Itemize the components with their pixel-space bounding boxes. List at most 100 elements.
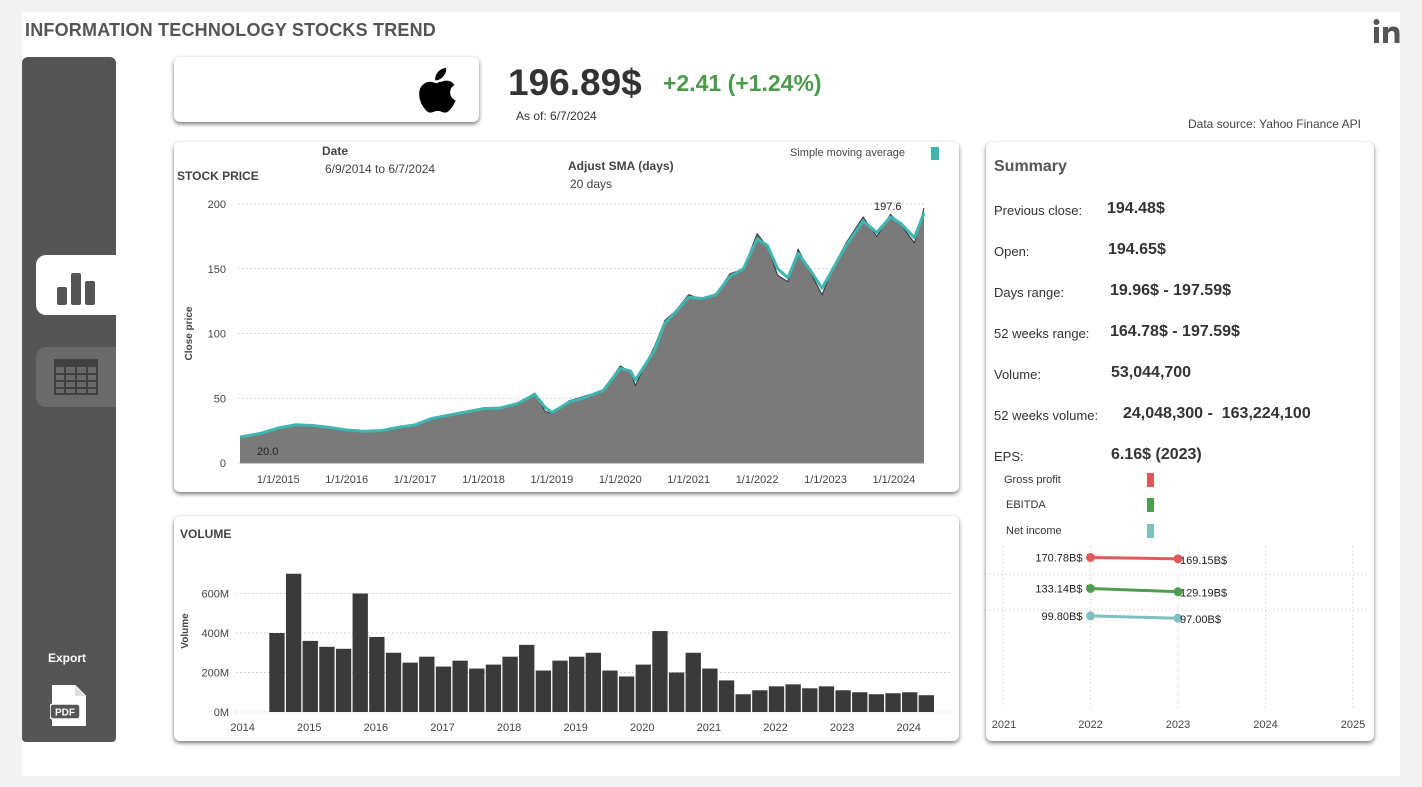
y-tick-label: 600M: [201, 589, 229, 601]
summary-label-52w-volume: 52 weeks volume:: [994, 408, 1099, 423]
legend-gross-profit-swatch: [1147, 473, 1154, 487]
volume-card: VOLUME 0M 200M 400M 600M Volume 2014 2015 2016 2…: [174, 516, 959, 741]
x-tick-label: 2021: [992, 719, 1016, 731]
x-tick-label: 2014: [230, 722, 254, 734]
summary-label-volume: Volume:: [994, 367, 1041, 382]
page-title: INFORMATION TECHNOLOGY STOCKS TREND: [25, 20, 437, 40]
stock-price-chart: 0 50 100 150 200 Close price 1/1/2015 1/1/2016 1…: [184, 199, 926, 486]
apple-icon: [419, 68, 456, 113]
volume-bar: [585, 652, 601, 712]
x-tick-label: 1/1/2017: [394, 474, 437, 486]
x-tick-label: 2022: [1078, 719, 1102, 731]
volume-bar: [352, 593, 368, 712]
sma-filter-value[interactable]: 20 days: [570, 177, 613, 191]
volume-bar: [435, 666, 452, 712]
close-price-area: [240, 208, 924, 463]
y-tick-label: 50: [214, 393, 226, 405]
summary-value-52w-volume: 24,048,300 - 163,224,100: [1123, 405, 1311, 422]
summary-value-open: 194.65$: [1108, 241, 1166, 258]
sma-filter-label: Adjust SMA (days): [568, 159, 674, 173]
max-price-annotation: 197.6: [874, 201, 902, 213]
y-tick-label: 0M: [214, 707, 229, 719]
data-label: 170.78B$: [1035, 552, 1082, 564]
volume-bar: [785, 684, 801, 712]
pdf-label: PDF: [55, 708, 75, 719]
x-tick-label: 2021: [697, 722, 721, 734]
y-axis-label: Volume: [180, 613, 191, 649]
company-logo-card: [174, 57, 479, 122]
summary-value-52w-range: 164.78$ - 197.59$: [1110, 323, 1240, 340]
x-tick-label: 2025: [1341, 719, 1365, 731]
nav-table-view[interactable]: [36, 347, 116, 407]
legend-gross-profit-label: Gross profit: [1004, 474, 1061, 486]
volume-bar: [635, 664, 651, 712]
bar-chart-icon: [57, 273, 95, 305]
y-tick-label: 200M: [201, 668, 229, 680]
price-change: +2.41 (+1.24%): [663, 70, 822, 97]
y-tick-label: 0: [220, 458, 226, 470]
volume-bar: [702, 668, 718, 712]
volume-chart: 0M 200M 400M 600M Volume 2014 2015 2016 2017 2018…: [180, 573, 952, 734]
summary-label-eps: EPS:: [994, 449, 1024, 464]
volume-bar: [269, 633, 285, 712]
x-tick-label: 2015: [297, 722, 321, 734]
summary-card: Summary Previous close: 194.48$ Open: 19…: [986, 142, 1374, 741]
sma-legend-swatch: [931, 147, 939, 160]
summary-label-52w-range: 52 weeks range:: [994, 326, 1090, 341]
legend-net-income-label: Net income: [1006, 525, 1062, 537]
stock-price-title: STOCK PRICE: [177, 169, 259, 183]
min-price-annotation: 20.0: [257, 446, 278, 458]
export-label: Export: [48, 651, 87, 665]
volume-bar: [918, 695, 935, 712]
volume-bar: [369, 636, 385, 712]
x-tick-label: 1/1/2021: [667, 474, 710, 486]
nav-chart-view[interactable]: [36, 255, 116, 315]
data-label: 169.15B$: [1180, 555, 1227, 567]
summary-label-open: Open:: [994, 244, 1030, 259]
data-label: 99.80B$: [1042, 611, 1083, 623]
volume-bar: [802, 688, 818, 712]
x-tick-label: 1/1/2016: [325, 474, 368, 486]
y-tick-label: 100: [208, 329, 226, 341]
x-tick-label: 1/1/2023: [804, 474, 847, 486]
linkedin-icon[interactable]: [1372, 18, 1402, 45]
volume-title: VOLUME: [180, 527, 232, 541]
current-price: 196.89$: [508, 62, 642, 103]
legend-net-income-swatch: [1147, 524, 1154, 538]
volume-bar: [469, 668, 485, 712]
volume-bar: [302, 640, 318, 712]
series-point: [1086, 611, 1095, 621]
y-tick-label: 400M: [201, 628, 229, 640]
summary-value-volume: 53,044,700: [1111, 364, 1192, 381]
volume-bar: [602, 670, 618, 712]
volume-bar: [402, 662, 418, 712]
x-tick-label: 2022: [763, 722, 787, 734]
data-label: 129.19B$: [1180, 588, 1227, 600]
volume-bar: [419, 656, 435, 712]
summary-label-days-range: Days range:: [994, 285, 1065, 300]
pdf-export-icon[interactable]: PDF: [50, 684, 88, 728]
series-point: [1173, 554, 1183, 564]
x-tick-label: 2019: [563, 722, 587, 734]
as-of-date: As of: 6/7/2024: [516, 109, 597, 123]
x-tick-label: 2024: [896, 722, 920, 734]
x-tick-label: 1/1/2018: [462, 474, 505, 486]
financials-chart: 170.78B$ 169.15B$ 133.14B$ 129.19B$ 99.80B$ 9…: [989, 546, 1367, 731]
date-filter-value[interactable]: 6/9/2014 to 6/7/2024: [325, 162, 436, 176]
legend-ebitda-label: EBITDA: [1006, 499, 1046, 511]
volume-bar: [668, 672, 685, 712]
volume-bar: [485, 664, 502, 712]
volume-bar: [752, 690, 768, 712]
x-tick-label: 2023: [830, 722, 854, 734]
series-point: [1086, 583, 1095, 593]
x-tick-label: 2016: [364, 722, 388, 734]
volume-bar: [319, 646, 335, 712]
volume-bar: [735, 694, 751, 712]
volume-bar: [718, 680, 735, 712]
series-point: [1173, 587, 1183, 597]
table-icon: [54, 359, 98, 395]
data-label: 133.14B$: [1035, 583, 1082, 595]
volume-bar: [818, 686, 835, 712]
series-point: [1086, 552, 1095, 562]
volume-bar: [452, 660, 468, 712]
